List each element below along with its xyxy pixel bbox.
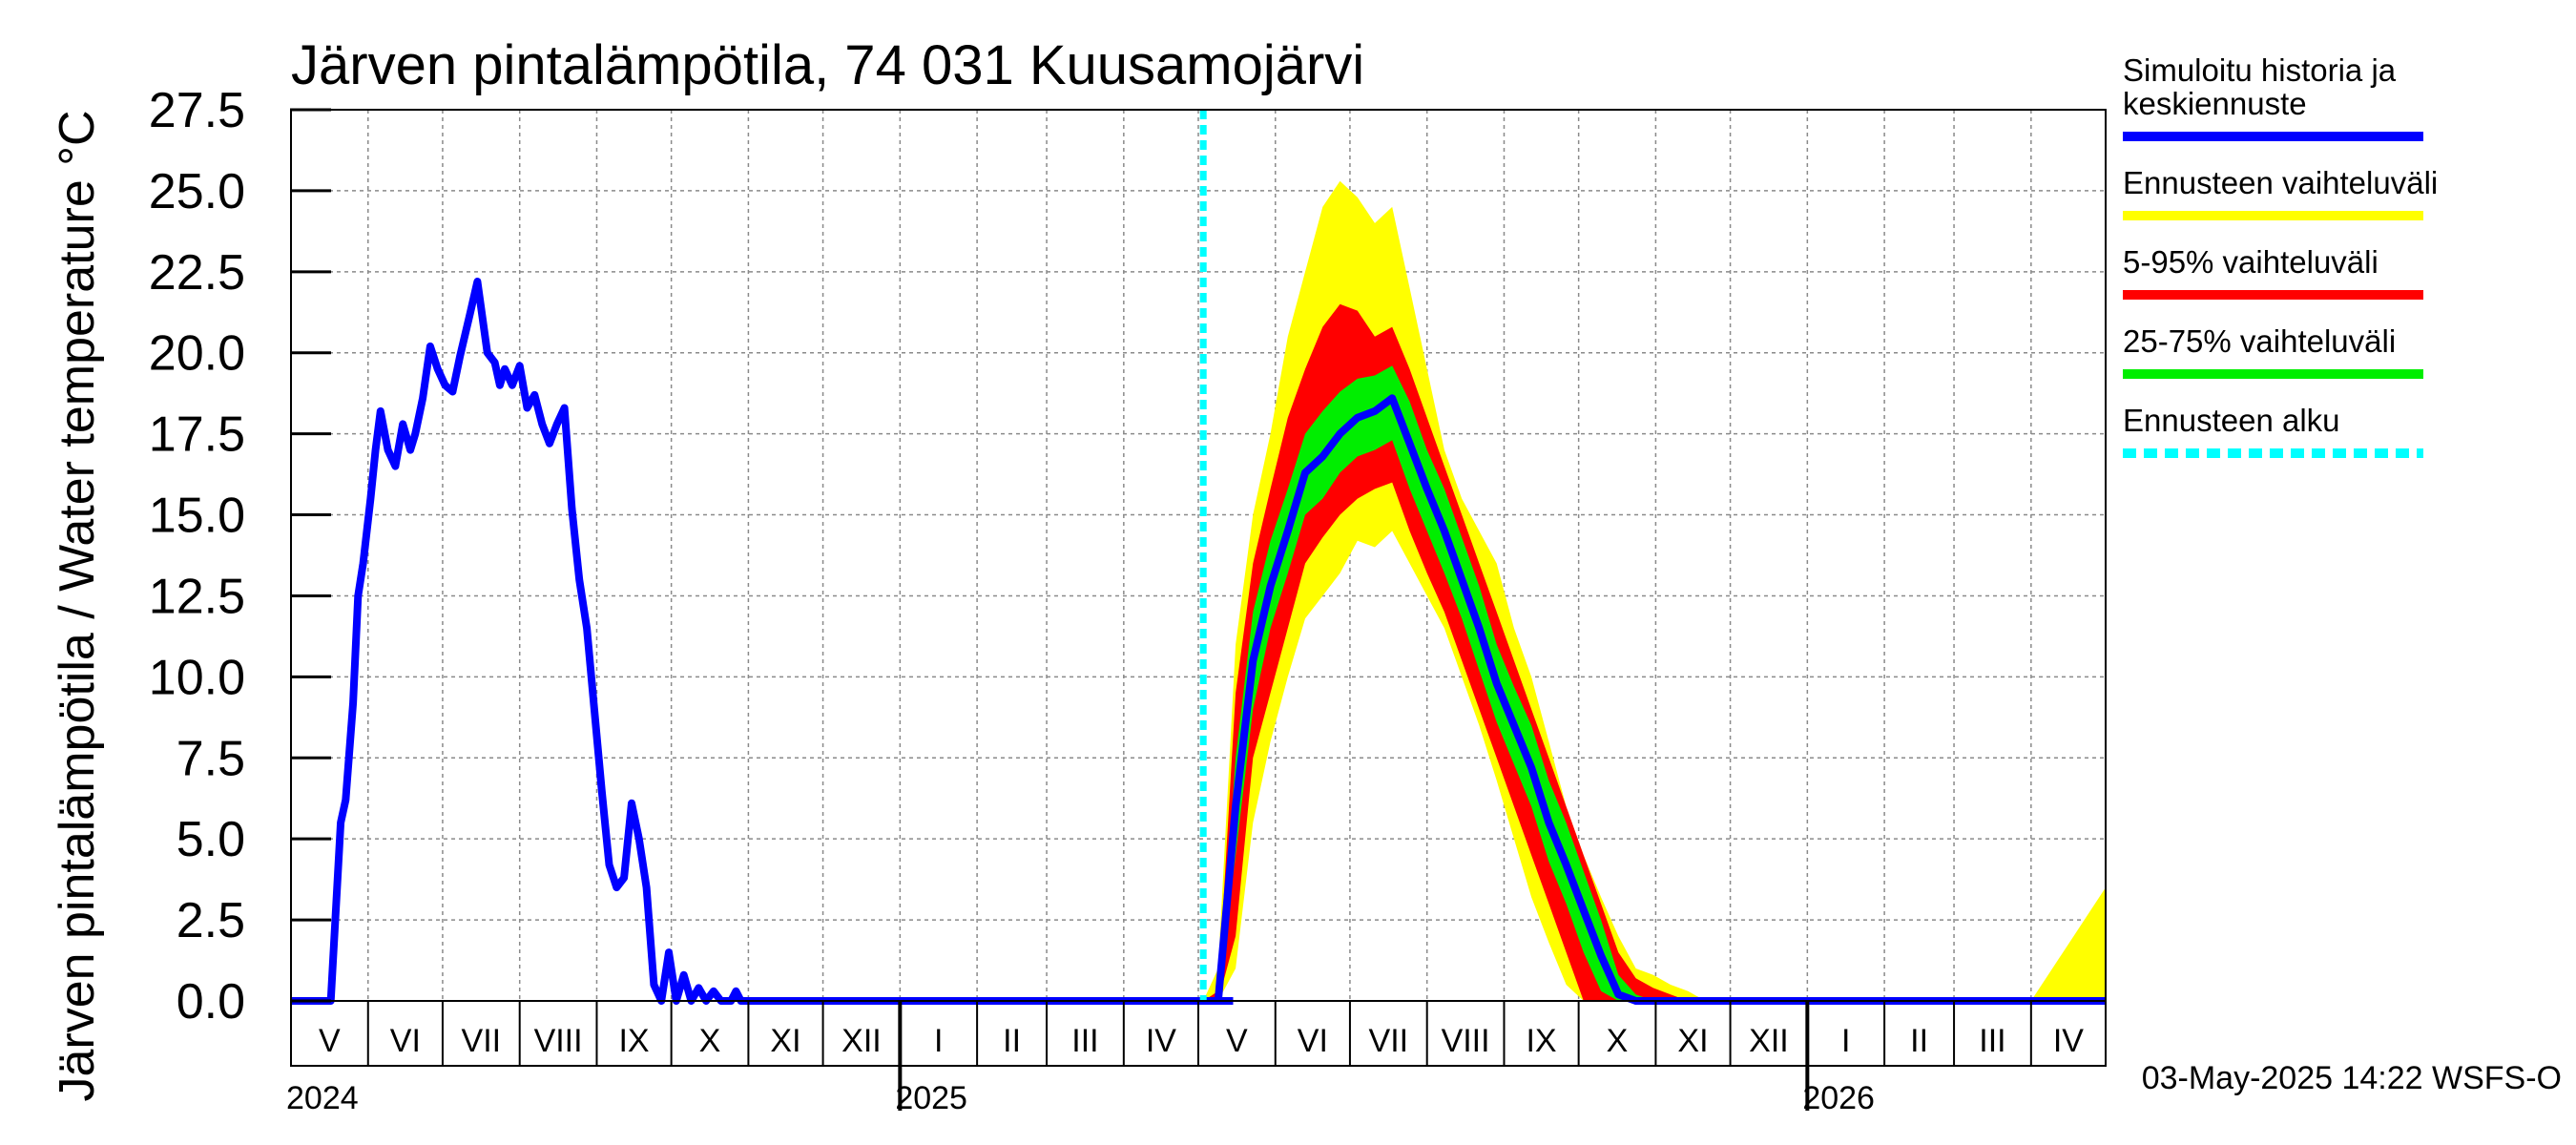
forecast-bands bbox=[1203, 180, 2106, 1001]
month-label: VII bbox=[1369, 1023, 1409, 1059]
month-label: I bbox=[1841, 1023, 1850, 1059]
month-label: III bbox=[1071, 1023, 1098, 1059]
y-tick-label: 0.0 bbox=[177, 974, 245, 1030]
legend-label: 5-95% vaihteluväli bbox=[2123, 244, 2379, 280]
legend-label: Simuloitu historia ja bbox=[2123, 52, 2397, 88]
year-label: 2024 bbox=[286, 1080, 359, 1116]
legend-label: Ennusteen vaihteluväli bbox=[2123, 165, 2438, 200]
chart-title: Järven pintalämpötila, 74 031 Kuusamojär… bbox=[291, 34, 1364, 96]
month-label: II bbox=[1003, 1023, 1021, 1059]
x-ticks: V VI VII VIII IX X XI XII I II III IV V VI VII VIII IX X X… bbox=[286, 1001, 2084, 1116]
y-tick-label: 10.0 bbox=[149, 650, 245, 705]
history-line bbox=[291, 278, 1234, 1005]
y-tick-label: 17.5 bbox=[149, 407, 245, 463]
month-label: V bbox=[1226, 1023, 1248, 1059]
y-tick-label: 5.0 bbox=[177, 812, 245, 867]
month-label: VII bbox=[462, 1023, 502, 1059]
month-label: IV bbox=[2053, 1023, 2084, 1059]
grid bbox=[291, 109, 2106, 1002]
band-25-75-vaihteluv-li bbox=[1203, 365, 2106, 1001]
band-ennusteen-vaihteluv-li bbox=[1203, 180, 2106, 1001]
y-tick-label: 15.0 bbox=[149, 489, 245, 544]
month-label: I bbox=[934, 1023, 943, 1059]
month-label: III bbox=[1979, 1023, 2005, 1059]
month-label: IX bbox=[1526, 1023, 1556, 1059]
month-label: IX bbox=[618, 1023, 649, 1059]
timestamp-footer: 03-May-2025 14:22 WSFS-O bbox=[2142, 1060, 2562, 1096]
y-axis-label: Järven pintalämpötila / Water temperatur… bbox=[50, 110, 105, 1101]
month-label: V bbox=[319, 1023, 341, 1059]
month-label: VIII bbox=[534, 1023, 583, 1059]
month-label: VIII bbox=[1442, 1023, 1490, 1059]
y-tick-label: 7.5 bbox=[177, 731, 245, 786]
y-tick-label: 25.0 bbox=[149, 164, 245, 219]
y-tick-label: 12.5 bbox=[149, 569, 245, 624]
month-label: X bbox=[699, 1023, 721, 1059]
month-label: X bbox=[1607, 1023, 1629, 1059]
month-label: XI bbox=[1677, 1023, 1708, 1059]
y-tick-label: 2.5 bbox=[177, 893, 245, 948]
y-tick-label: 27.5 bbox=[149, 83, 245, 138]
year-label: 2026 bbox=[1802, 1080, 1875, 1116]
y-tick-label: 22.5 bbox=[149, 245, 245, 301]
month-label: XI bbox=[770, 1023, 800, 1059]
month-label: VI bbox=[1298, 1023, 1328, 1059]
y-ticks: 0.0 2.5 5.0 7.5 10.0 12.5 15.0 17.5 20.0 22.5 25.0… bbox=[149, 83, 331, 1030]
month-label: XII bbox=[1749, 1023, 1789, 1059]
legend-label: keskiennuste bbox=[2123, 86, 2307, 121]
month-label: II bbox=[1910, 1023, 1928, 1059]
legend-label: Ennusteen alku bbox=[2123, 403, 2340, 438]
year-label: 2025 bbox=[895, 1080, 967, 1116]
month-label: XII bbox=[841, 1023, 882, 1059]
y-tick-label: 20.0 bbox=[149, 326, 245, 382]
month-label: VI bbox=[390, 1023, 421, 1059]
legend-label: 25-75% vaihteluväli bbox=[2123, 323, 2396, 359]
month-label: IV bbox=[1146, 1023, 1176, 1059]
